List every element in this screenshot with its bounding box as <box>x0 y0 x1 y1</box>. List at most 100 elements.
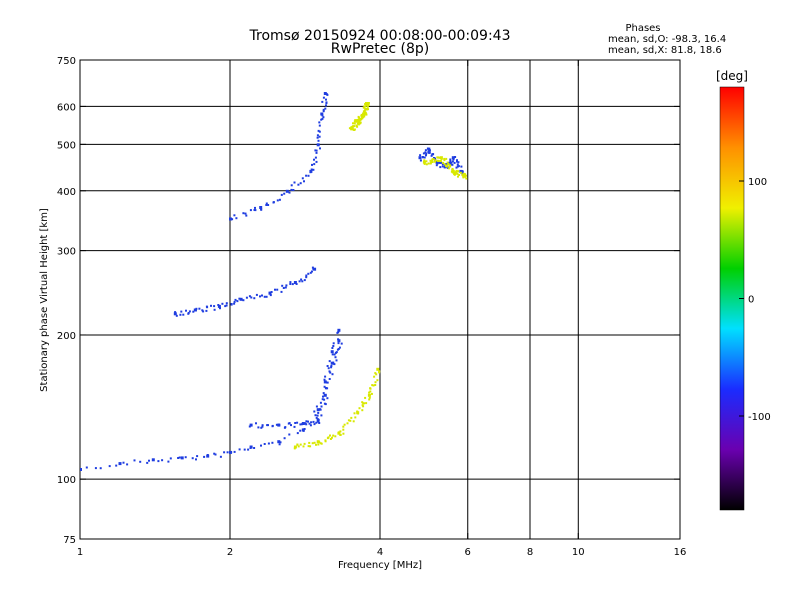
data-point <box>146 461 149 464</box>
data-point <box>354 119 357 122</box>
data-point <box>447 163 450 165</box>
data-point <box>244 212 247 215</box>
data-point <box>293 281 297 284</box>
data-point <box>307 272 310 275</box>
y-tick-label: 300 <box>57 247 76 258</box>
data-point <box>259 206 263 209</box>
data-point <box>369 387 372 390</box>
data-point <box>175 314 178 317</box>
data-point <box>332 434 335 437</box>
colorbar: [deg] 100 0 -100 <box>716 69 771 511</box>
data-point <box>192 310 195 313</box>
data-point <box>316 408 320 412</box>
data-point <box>434 159 437 162</box>
data-point <box>213 308 216 311</box>
data-point <box>322 116 325 119</box>
data-point <box>365 104 368 107</box>
data-point <box>235 217 238 220</box>
data-point <box>196 455 199 458</box>
data-point <box>278 443 281 446</box>
data-point <box>284 426 287 429</box>
data-point <box>353 122 356 125</box>
data-point <box>318 422 321 424</box>
data-point <box>267 204 270 206</box>
legend-line-x: mean, sd,X: 81.8, 18.6 <box>608 45 722 56</box>
data-point <box>316 134 319 137</box>
data-point <box>308 441 311 444</box>
data-point <box>224 305 227 308</box>
data-point <box>455 171 457 174</box>
data-point <box>367 102 370 104</box>
data-point <box>320 112 324 116</box>
data-point <box>290 184 293 187</box>
data-point <box>425 154 427 157</box>
data-point <box>317 411 320 414</box>
data-point <box>425 152 428 155</box>
data-point <box>269 294 272 297</box>
data-point <box>293 181 296 184</box>
data-point <box>182 313 185 316</box>
data-point <box>445 157 448 160</box>
data-point <box>315 151 318 154</box>
data-point <box>326 365 329 367</box>
data-point <box>238 297 241 300</box>
data-point <box>331 436 333 439</box>
data-point <box>374 372 377 375</box>
data-point <box>310 421 313 424</box>
data-point <box>288 433 291 436</box>
data-point <box>313 158 315 161</box>
data-point <box>223 451 226 454</box>
data-point <box>453 161 456 164</box>
data-point <box>355 124 358 127</box>
data-point <box>322 108 325 111</box>
data-point <box>247 448 250 451</box>
data-point <box>122 461 125 464</box>
data-point <box>310 168 313 171</box>
chart-subtitle: RwPretec (8p) <box>331 41 429 57</box>
data-point <box>374 384 377 386</box>
data-point <box>259 295 261 298</box>
data-point <box>234 298 237 301</box>
data-point <box>263 443 266 445</box>
data-point <box>249 445 253 449</box>
data-point <box>371 384 374 387</box>
data-point <box>443 157 446 160</box>
data-point <box>85 466 88 469</box>
data-point <box>451 163 454 166</box>
data-point <box>330 361 334 365</box>
data-point <box>118 462 122 466</box>
data-point <box>326 437 329 440</box>
data-point <box>233 300 236 303</box>
data-point <box>315 160 318 163</box>
data-point <box>184 456 187 459</box>
data-point <box>440 160 442 163</box>
data-point <box>449 165 452 168</box>
data-point <box>315 405 318 408</box>
data-point <box>214 453 217 456</box>
data-point <box>317 139 320 142</box>
colorbar-tick-label: -100 <box>748 412 771 423</box>
x-tick-label: 1 <box>77 547 83 558</box>
data-point <box>314 156 317 159</box>
x-tick-label: 10 <box>572 547 585 558</box>
data-point <box>133 459 136 462</box>
data-point <box>305 420 308 423</box>
data-point <box>456 163 459 166</box>
data-point <box>322 392 325 395</box>
data-point <box>358 117 361 120</box>
data-point <box>451 168 454 171</box>
data-point <box>261 425 264 428</box>
data-point <box>353 412 356 415</box>
data-point <box>348 127 351 130</box>
data-point <box>449 158 452 161</box>
data-point <box>292 189 295 191</box>
data-point <box>188 310 191 313</box>
data-point <box>249 209 252 212</box>
data-point <box>320 414 323 417</box>
data-point <box>456 172 459 175</box>
data-point <box>243 448 246 451</box>
data-point <box>280 290 283 293</box>
axis-ticks <box>79 59 681 540</box>
data-points <box>80 92 468 471</box>
